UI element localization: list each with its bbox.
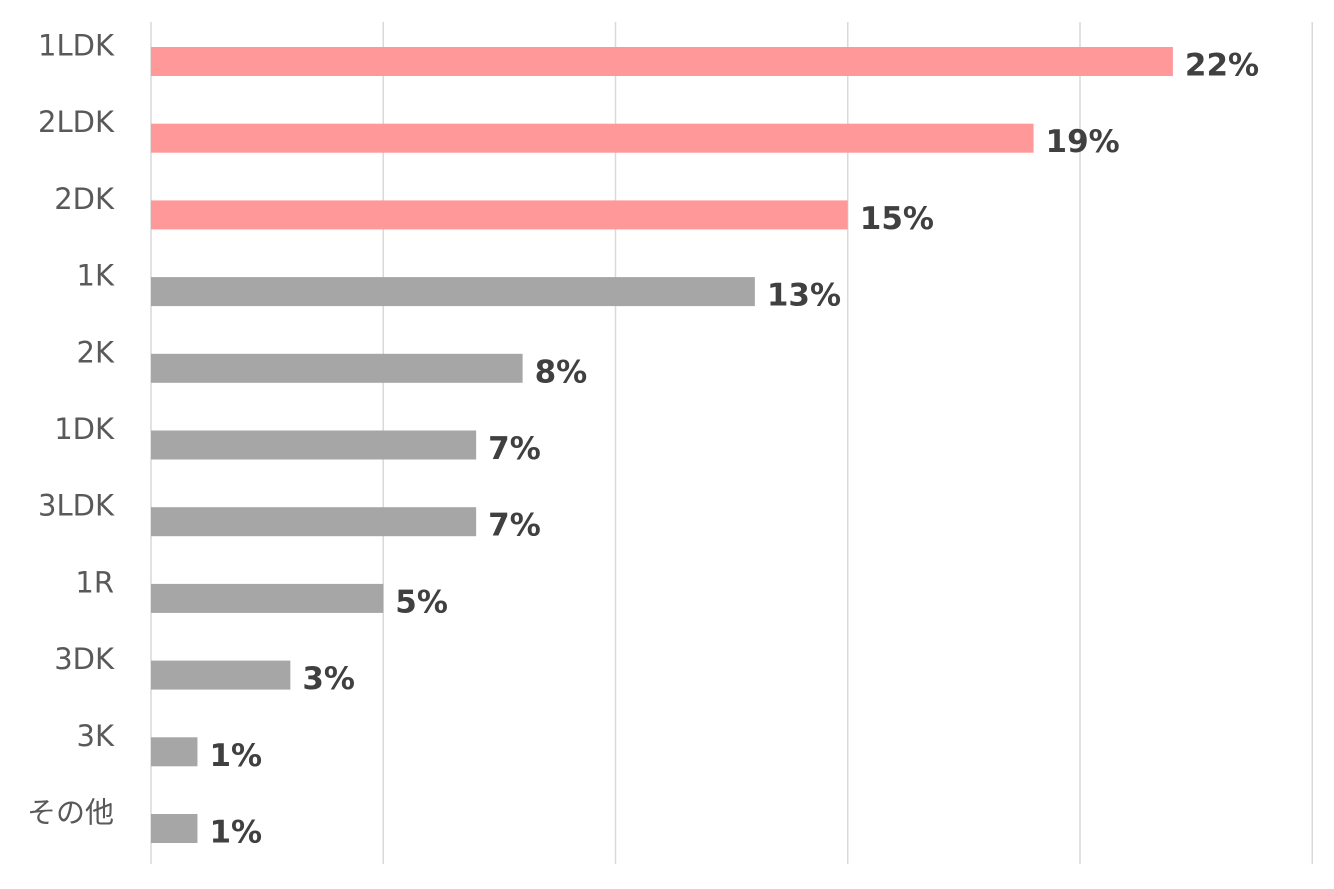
category-label: 3K: [77, 719, 115, 753]
bar-5: [151, 353, 523, 383]
value-label: 7%: [488, 431, 541, 467]
bar-11: [151, 814, 198, 843]
bar-6: [151, 430, 477, 460]
value-label: 7%: [488, 508, 541, 544]
category-label: 1K: [77, 259, 115, 293]
category-label: 2DK: [54, 182, 115, 216]
category-label: その他: [27, 796, 114, 830]
value-label: 1%: [209, 738, 262, 774]
value-label: 1%: [209, 815, 262, 851]
value-labels: 22% 19% 15% 13% 8% 7% 7% 5% 3% 1% 1%: [209, 48, 1259, 851]
bar-3: [151, 200, 848, 230]
bar-7: [151, 507, 477, 537]
gridlines: [150, 22, 1313, 864]
category-label: 2LDK: [38, 105, 115, 139]
category-label: 2K: [77, 335, 115, 369]
bar-4: [151, 277, 755, 307]
value-label: 3%: [302, 661, 355, 697]
category-labels: 1LDK 2LDK 2DK 1K 2K 1DK 3LDK 1R 3DK 3K その他: [27, 29, 115, 830]
category-label: 1LDK: [38, 29, 115, 63]
bar-10: [151, 737, 198, 767]
value-label: 22%: [1185, 48, 1259, 84]
category-label: 3DK: [54, 642, 115, 676]
value-label: 8%: [535, 354, 588, 390]
value-label: 15%: [860, 201, 934, 237]
category-label: 1DK: [54, 412, 115, 446]
category-label: 3LDK: [38, 489, 115, 523]
value-label: 5%: [395, 584, 448, 620]
bar-8: [151, 583, 384, 613]
bar-2: [151, 123, 1034, 153]
category-label: 1R: [75, 565, 114, 599]
bars: [151, 47, 1173, 843]
value-label: 13%: [767, 278, 841, 314]
bar-9: [151, 660, 291, 690]
value-label: 19%: [1046, 124, 1120, 160]
bar-1: [151, 47, 1173, 76]
